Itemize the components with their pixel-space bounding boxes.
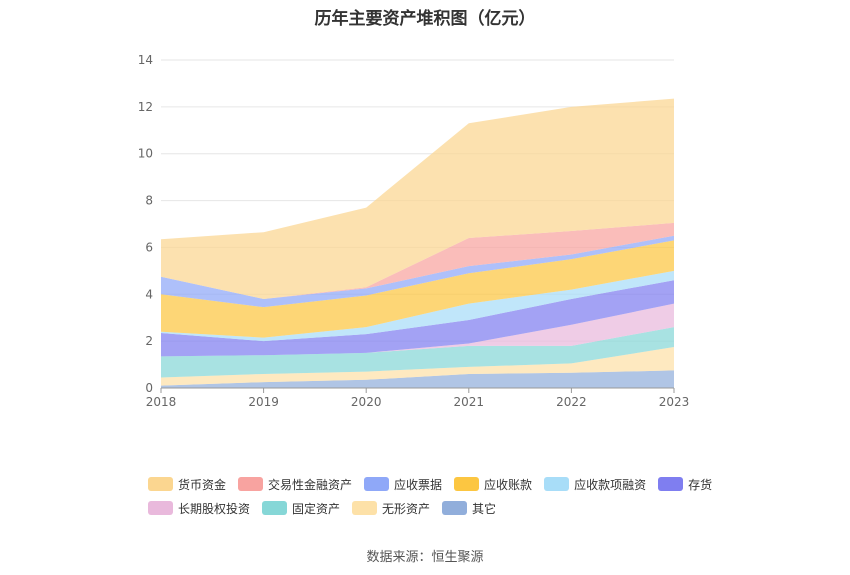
legend-item-7[interactable]: 固定资产 bbox=[262, 500, 340, 517]
legend-item-5[interactable]: 存货 bbox=[658, 476, 712, 493]
legend-label-4: 应收款项融资 bbox=[574, 477, 647, 492]
legend-label-0: 货币资金 bbox=[178, 477, 227, 492]
y-tick-label-5: 10 bbox=[138, 147, 153, 161]
chart-title: 历年主要资产堆积图（亿元） bbox=[314, 9, 536, 29]
y-tick-label-3: 6 bbox=[145, 240, 153, 254]
legend-item-2[interactable]: 应收票据 bbox=[364, 476, 442, 493]
legend-swatch-2 bbox=[364, 477, 390, 491]
legend-row-2: 长期股权投资 固定资产 无形资产 其它 bbox=[148, 496, 748, 520]
legend-label-5: 存货 bbox=[688, 477, 713, 492]
legend-item-8[interactable]: 无形资产 bbox=[352, 500, 430, 517]
legend-label-2: 应收票据 bbox=[394, 477, 443, 492]
y-tick-label-4: 8 bbox=[145, 194, 153, 208]
legend-label-9: 其它 bbox=[472, 501, 497, 516]
legend-swatch-3 bbox=[454, 477, 480, 491]
legend-item-6[interactable]: 长期股权投资 bbox=[148, 500, 250, 517]
legend-item-9[interactable]: 其它 bbox=[442, 500, 496, 517]
legend-item-0[interactable]: 货币资金 bbox=[148, 476, 226, 493]
source-note: 数据来源：恒生聚源 bbox=[366, 550, 484, 565]
y-tick-label-7: 14 bbox=[138, 53, 153, 67]
legend-swatch-5 bbox=[658, 477, 684, 491]
y-tick-label-6: 12 bbox=[138, 100, 153, 114]
area-6 bbox=[161, 240, 674, 338]
legend-label-1: 交易性金融资产 bbox=[268, 477, 353, 492]
legend-item-4[interactable]: 应收款项融资 bbox=[544, 476, 646, 493]
legend-row-1: 货币资金 交易性金融资产 应收票据 应收账款 应收款项融资 存货 bbox=[148, 472, 748, 496]
area-3 bbox=[161, 303, 674, 357]
y-tick-label-0: 0 bbox=[145, 381, 153, 395]
area-7 bbox=[161, 235, 674, 308]
legend-item-1[interactable]: 交易性金融资产 bbox=[238, 476, 352, 493]
legend-swatch-6 bbox=[148, 501, 173, 515]
x-tick-label-3: 2021 bbox=[454, 395, 485, 409]
x-tick-label-1: 2019 bbox=[248, 395, 279, 409]
y-tick-label-2: 4 bbox=[145, 287, 153, 301]
area-8 bbox=[161, 222, 674, 299]
area-2 bbox=[161, 327, 674, 378]
legend-label-8: 无形资产 bbox=[382, 501, 431, 516]
legend-item-3[interactable]: 应收账款 bbox=[454, 476, 532, 493]
area-1 bbox=[161, 347, 674, 386]
x-tick-label-4: 2022 bbox=[556, 395, 587, 409]
legend-swatch-7 bbox=[262, 501, 288, 515]
y-tick-label-1: 2 bbox=[145, 334, 153, 348]
area-0 bbox=[161, 370, 674, 388]
legend-swatch-8 bbox=[352, 501, 378, 515]
legend-swatch-0 bbox=[148, 477, 173, 491]
area-4 bbox=[161, 280, 674, 357]
x-tick-label-0: 2018 bbox=[146, 395, 177, 409]
x-tick-label-2: 2020 bbox=[351, 395, 382, 409]
x-tick-label-5: 2023 bbox=[659, 395, 690, 409]
legend-label-7: 固定资产 bbox=[292, 501, 341, 516]
legend-swatch-9 bbox=[442, 501, 468, 515]
legend: 货币资金 交易性金融资产 应收票据 应收账款 应收款项融资 存货 长期股权投资 固定资产 无形… bbox=[148, 472, 748, 520]
legend-swatch-4 bbox=[544, 477, 570, 491]
legend-label-3: 应收账款 bbox=[484, 477, 533, 492]
area-9 bbox=[161, 98, 674, 299]
legend-label-6: 长期股权投资 bbox=[178, 501, 251, 516]
legend-swatch-1 bbox=[238, 477, 264, 491]
